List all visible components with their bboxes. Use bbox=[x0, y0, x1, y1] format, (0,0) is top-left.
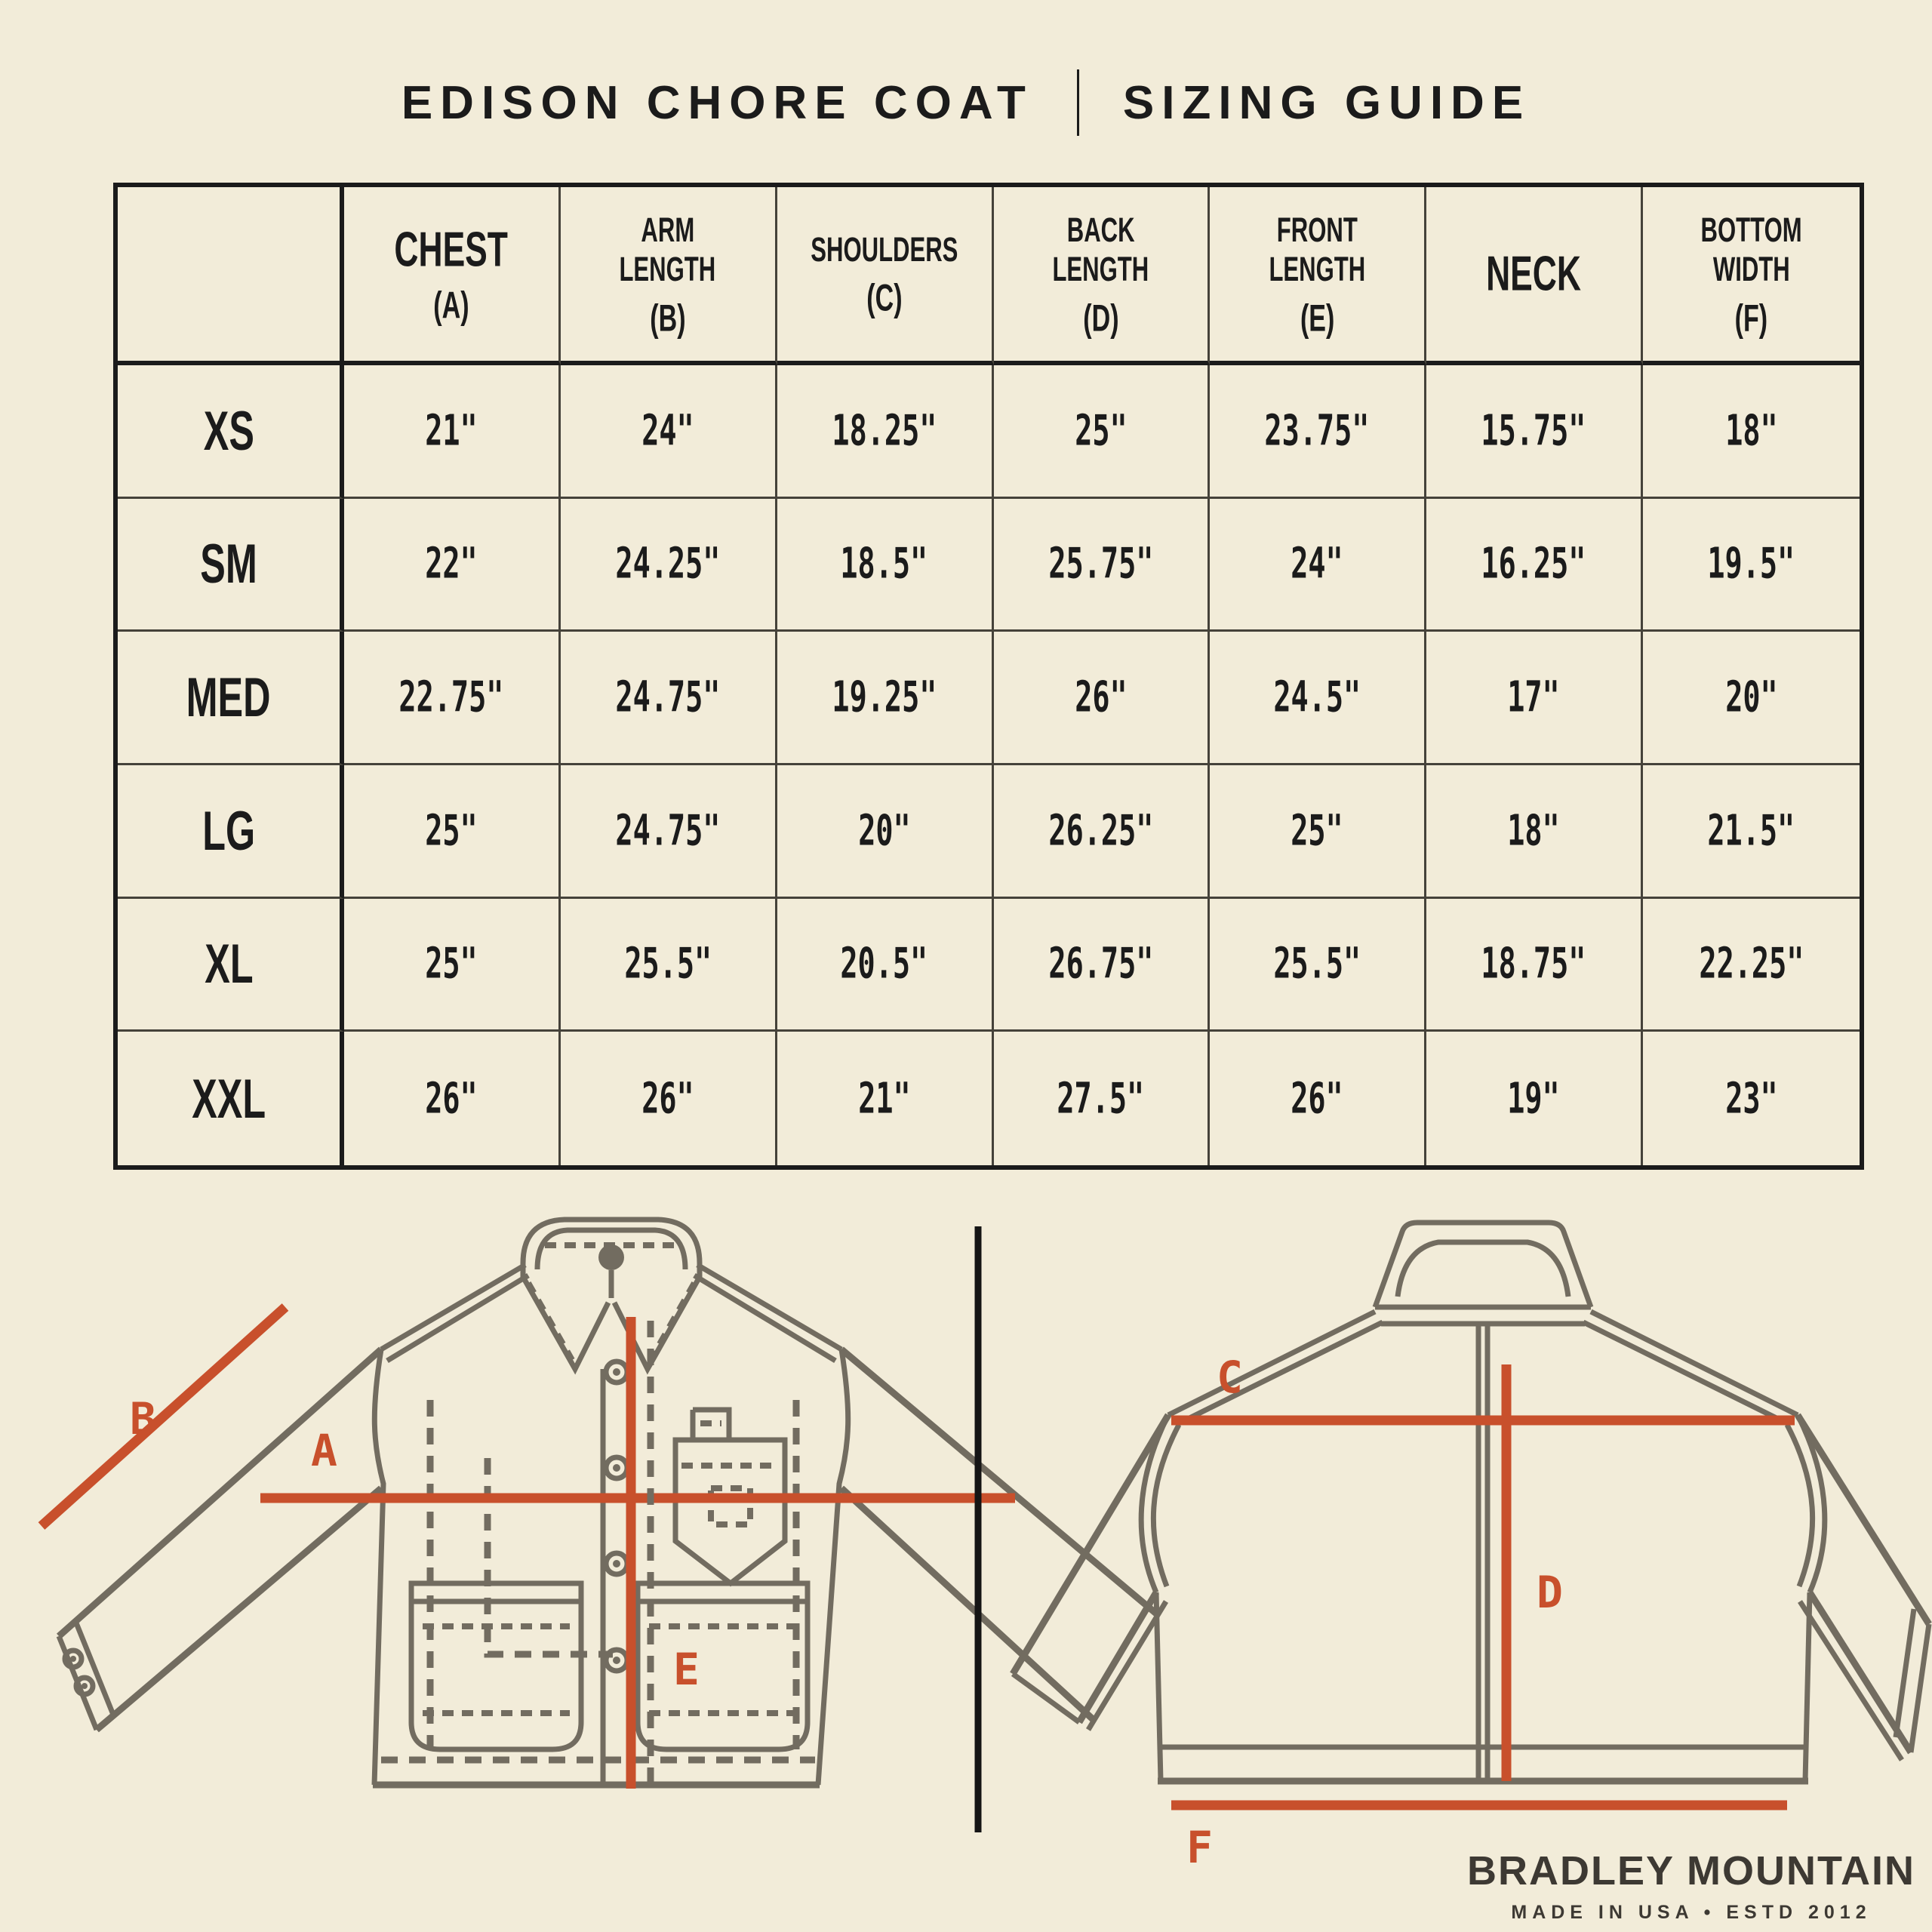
col-header-arm-length: ARM LENGTH (B) bbox=[560, 187, 777, 365]
product-name: EDISON CHORE COAT bbox=[401, 76, 1033, 129]
corner-cell bbox=[118, 187, 344, 365]
value-cell: 25.75" bbox=[993, 498, 1211, 632]
col-header-back-length: BACK LENGTH (D) bbox=[993, 187, 1211, 365]
label-e: E bbox=[673, 1644, 700, 1695]
value-cell: 24.75" bbox=[560, 632, 777, 765]
value-cell: 22.25" bbox=[1643, 899, 1860, 1032]
value-cell: 24.5" bbox=[1210, 632, 1427, 765]
sizing-table: CHEST (A) ARM LENGTH (B) SHOULDERS (C) B… bbox=[113, 183, 1864, 1170]
size-cell: XS bbox=[118, 365, 344, 499]
measurement-diagrams: B A E bbox=[38, 1217, 1932, 1873]
label-b: B bbox=[130, 1393, 156, 1444]
value-cell: 18.5" bbox=[777, 498, 994, 632]
brand-name: BRADLEY MOUNTAIN bbox=[1467, 1848, 1915, 1894]
value-cell: 24" bbox=[560, 365, 777, 499]
jacket-back-drawing bbox=[1010, 1220, 1932, 1785]
value-cell: 22" bbox=[344, 498, 561, 632]
value-cell: 23.75" bbox=[1210, 365, 1427, 499]
label-f: F bbox=[1186, 1822, 1213, 1873]
value-cell: 19" bbox=[1426, 1032, 1644, 1165]
value-cell: 18" bbox=[1426, 765, 1644, 899]
value-cell: 25" bbox=[1210, 765, 1427, 899]
value-cell: 20" bbox=[777, 765, 994, 899]
value-cell: 17" bbox=[1426, 632, 1644, 765]
value-cell: 26.75" bbox=[993, 898, 1211, 1032]
size-cell: XXL bbox=[118, 1032, 344, 1165]
col-header-shoulders: SHOULDERS (C) bbox=[777, 187, 994, 365]
label-a: A bbox=[311, 1425, 337, 1476]
value-cell: 20.5" bbox=[777, 898, 994, 1032]
value-cell: 18.75" bbox=[1426, 898, 1644, 1032]
page-subtitle: SIZING GUIDE bbox=[1122, 76, 1531, 129]
value-cell: 26" bbox=[993, 632, 1211, 765]
value-cell: 25" bbox=[344, 765, 561, 899]
value-cell: 27.5" bbox=[994, 1032, 1211, 1165]
value-cell: 26" bbox=[1210, 1032, 1427, 1165]
value-cell: 25" bbox=[993, 365, 1211, 499]
value-cell: 19.5" bbox=[1643, 499, 1860, 632]
value-cell: 25.5" bbox=[1210, 898, 1427, 1032]
size-cell: MED bbox=[118, 632, 344, 765]
value-cell: 22.75" bbox=[344, 632, 561, 765]
col-header-chest: CHEST (A) bbox=[344, 187, 561, 365]
value-cell: 24.25" bbox=[560, 498, 777, 632]
title-divider bbox=[1076, 69, 1079, 136]
col-header-front-length: FRONT LENGTH (E) bbox=[1210, 187, 1427, 365]
value-cell: 26" bbox=[561, 1032, 777, 1165]
value-cell: 16.25" bbox=[1426, 498, 1644, 632]
value-cell: 21.5" bbox=[1643, 765, 1860, 899]
size-cell: LG bbox=[118, 765, 344, 899]
label-d: D bbox=[1537, 1567, 1563, 1618]
measure-line-b bbox=[38, 1303, 289, 1530]
label-c: C bbox=[1217, 1352, 1243, 1403]
value-cell: 18" bbox=[1643, 365, 1860, 499]
col-header-neck: NECK bbox=[1426, 187, 1644, 365]
value-cell: 18.25" bbox=[777, 365, 994, 499]
value-cell: 21" bbox=[777, 1032, 994, 1165]
size-cell: SM bbox=[118, 498, 344, 632]
page-title: EDISON CHORE COAT SIZING GUIDE bbox=[0, 69, 1932, 136]
brand-logo: BRADLEY MOUNTAIN MADE IN USA • ESTD 2012 bbox=[1467, 1847, 1915, 1924]
col-header-bottom-width: BOTTOM WIDTH (F) bbox=[1643, 187, 1860, 365]
value-cell: 19.25" bbox=[777, 632, 994, 765]
value-cell: 23" bbox=[1724, 1074, 1778, 1124]
value-cell: 26.25" bbox=[993, 765, 1211, 899]
value-cell: 24.75" bbox=[560, 765, 777, 899]
value-cell: 26" bbox=[344, 1032, 561, 1165]
value-cell: 24" bbox=[1210, 498, 1427, 632]
value-cell: 21" bbox=[344, 365, 561, 499]
brand-tagline: MADE IN USA • ESTD 2012 bbox=[1511, 1902, 1872, 1923]
value-cell: 15.75" bbox=[1426, 365, 1644, 499]
value-cell: 25" bbox=[344, 898, 561, 1032]
size-cell: XL bbox=[118, 898, 344, 1032]
value-cell: 20" bbox=[1643, 632, 1860, 765]
value-cell: 25.5" bbox=[560, 898, 777, 1032]
